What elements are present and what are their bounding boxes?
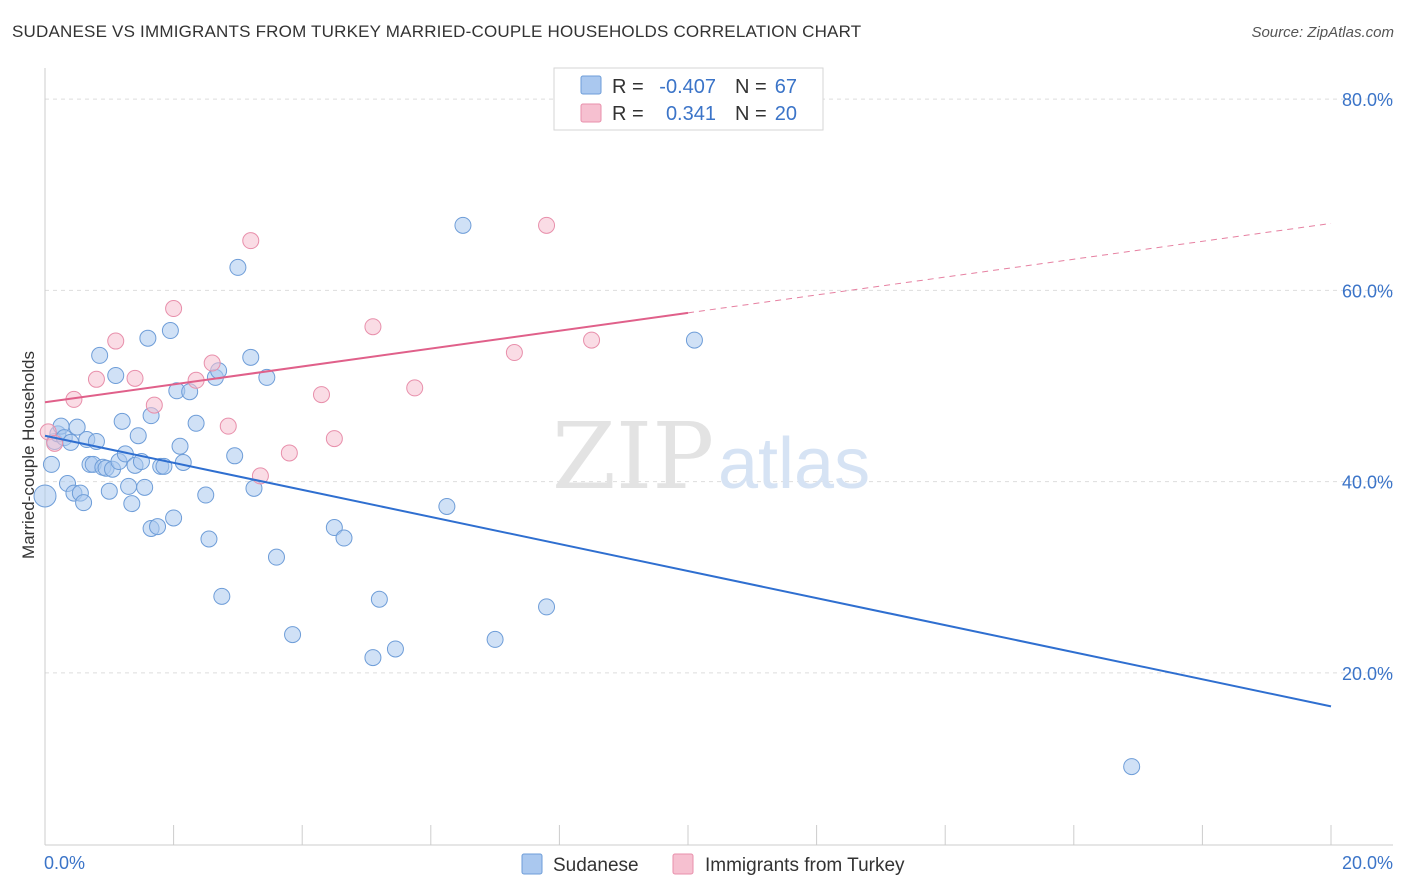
legend-r-label-turkey: R = [612,103,644,125]
turkey-point [538,216,556,234]
turkey-point [219,417,237,435]
legend-r-value-turkey: 0.341 [666,103,716,125]
x-tick-label-min: 0.0% [44,853,85,873]
legend-n-value-sudanese: 67 [775,76,797,98]
sudanese-point [335,529,353,547]
legend-swatch-sudanese [580,75,602,95]
sudanese-point [229,258,247,276]
y-tick-label: 80.0% [1342,90,1393,110]
sudanese-point [284,626,302,644]
series-turkey-points [39,216,601,485]
sudanese-point [42,455,60,473]
turkey-point [126,369,144,387]
chart-title: SUDANESE VS IMMIGRANTS FROM TURKEY MARRI… [12,22,862,41]
turkey-point [87,370,105,388]
turkey-point [583,331,601,349]
turkey-point [325,430,343,448]
sudanese-point [200,530,218,548]
turkey-point [107,332,125,350]
turkey-point [165,300,183,318]
sudanese-point [165,509,183,527]
sudanese-point [258,368,276,386]
sudanese-point [120,477,138,495]
trend-line-turkey-dashed [687,222,1332,314]
sudanese-point [1123,758,1141,776]
watermark-zip: ZIP [552,403,714,510]
turkey-point [242,232,260,250]
sudanese-point [107,366,125,384]
axes [44,68,1393,846]
trend-lines [44,222,1332,708]
watermark: ZIP atlas [552,403,870,510]
y-tick-label: 40.0% [1342,473,1393,493]
sudanese-point [174,454,192,471]
sudanese-point [75,494,93,512]
y-tick-label: 60.0% [1342,281,1393,301]
sudanese-point [139,329,157,347]
sudanese-point [33,484,57,508]
sudanese-point [136,478,154,496]
legend-n-label-sudanese: N = [735,76,767,98]
y-tick-labels: 20.0% 40.0% 60.0% 80.0% [1342,90,1393,684]
series-legend-label-turkey: Immigrants from Turkey [705,855,905,876]
sudanese-point [226,447,244,465]
turkey-point [280,444,298,462]
sudanese-point [486,630,504,648]
sudanese-point [242,348,260,366]
sudanese-point [438,497,456,515]
sudanese-point [171,437,189,455]
turkey-point [364,318,382,336]
series-legend-swatch-turkey [672,853,694,875]
sudanese-point [149,518,167,536]
trend-line-turkey-solid [44,311,689,404]
sudanese-point [213,587,231,605]
turkey-point [406,379,424,397]
turkey-point [505,344,523,362]
sudanese-point [364,649,382,667]
turkey-point [312,386,330,404]
source-credit: Source: ZipAtlas.com [1251,24,1394,41]
sudanese-point [91,346,109,364]
series-legend-swatch-sudanese [521,853,543,875]
stats-legend: R = -0.407 N = 67 R = 0.341 N = 20 [553,67,824,131]
legend-r-label-sudanese: R = [612,76,644,98]
watermark-atlas: atlas [718,424,870,504]
legend-swatch-turkey [580,103,602,123]
series-legend: Sudanese Immigrants from Turkey [521,853,905,876]
legend-n-label-turkey: N = [735,103,767,125]
sudanese-point [161,322,179,340]
sudanese-point [685,331,703,349]
sudanese-point [267,548,285,566]
sudanese-point [325,519,343,537]
legend-r-value-sudanese: -0.407 [659,76,716,98]
turkey-point [203,354,221,372]
x-tick-label-max: 20.0% [1342,853,1393,873]
sudanese-point [123,495,141,513]
series-legend-label-sudanese: Sudanese [553,855,639,876]
sudanese-point [538,598,556,616]
y-tick-label: 20.0% [1342,664,1393,684]
sudanese-point [386,640,404,658]
sudanese-point [187,414,205,432]
sudanese-point [100,482,118,500]
trend-line-sudanese [44,434,1332,708]
y-axis-label: Married-couple Households [19,351,38,559]
sudanese-point [454,216,472,234]
sudanese-point [129,427,147,445]
sudanese-point [370,590,388,608]
legend-n-value-turkey: 20 [775,103,797,125]
sudanese-point [113,412,131,430]
sudanese-point [197,486,215,504]
gridlines [45,98,1393,674]
sudanese-point [68,418,86,436]
turkey-point [145,396,163,414]
